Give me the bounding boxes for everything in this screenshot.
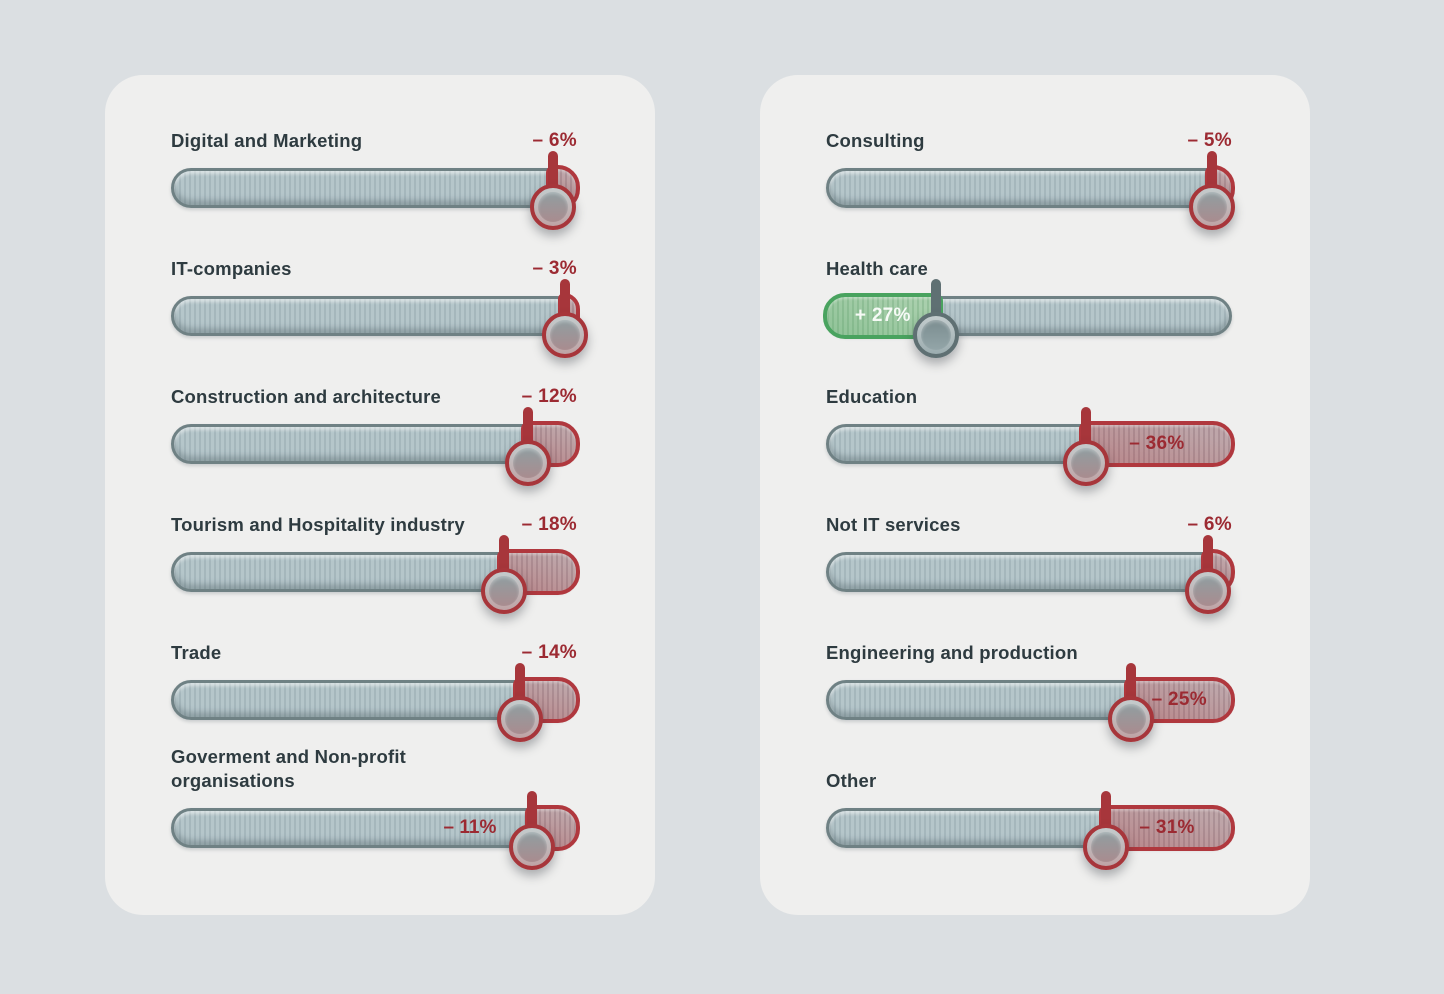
thumb-knob[interactable] [480,568,527,614]
slider [171,151,580,230]
panel-card-left: Digital and Marketing – 6% IT-companies … [105,75,655,915]
slider-row: Education – 36% [826,336,1235,486]
change-value-in-region: – 25% [1151,689,1207,710]
thumb-knob[interactable] [1062,440,1109,486]
thumb-knob[interactable] [1184,568,1231,614]
slider [171,279,588,358]
change-value-above: – 5% [1187,130,1232,151]
category-label: Not IT services [826,514,961,535]
row-header: Health care [826,257,1232,281]
thumb-stem-icon [1202,535,1213,592]
thumb-knob[interactable] [1107,696,1154,742]
thumb-stem-icon [515,663,526,720]
change-value-above: – 6% [1187,514,1232,535]
category-label: Trade [171,642,222,663]
change-value-above: – 6% [532,130,577,151]
thumb-knob[interactable] [541,312,588,358]
slider: + 27% [823,279,1232,358]
slider: – 31% [826,791,1235,870]
thumb-stem-icon [547,151,558,208]
slider-row: Trade – 14% [171,592,580,742]
category-label: Goverment and Non-profit organisations [171,746,407,791]
category-label: IT-companies [171,258,292,279]
category-label: Construction and architecture [171,386,441,407]
slider [826,151,1235,230]
change-value-in-track: – 11% [443,817,497,838]
slider-track[interactable] [171,296,577,336]
thumb-stem-icon [1080,407,1091,464]
category-label: Other [826,770,877,791]
thumb-stem-icon [523,407,534,464]
thumb-stem-icon [527,791,538,848]
slider-track[interactable] [171,168,577,208]
slider [171,663,580,742]
thumb-knob[interactable] [1083,824,1130,870]
category-label: Consulting [826,130,925,151]
row-header: Trade – 14% [171,641,577,665]
change-value-above: – 12% [521,386,577,407]
slider [171,535,580,614]
slider-row: Construction and architecture – 12% [171,336,580,486]
thumb-knob[interactable] [912,312,959,358]
slider [826,535,1235,614]
slider-row: Tourism and Hospitality industry – 18% [171,464,580,614]
slider-row: Consulting – 5% [826,80,1235,230]
slider: – 36% [826,407,1235,486]
thumb-knob[interactable] [505,440,552,486]
change-value-in-region: + 27% [854,305,911,326]
slider-track[interactable] [826,552,1232,592]
change-value-in-region: – 36% [1129,433,1185,454]
row-header: Not IT services – 6% [826,513,1232,537]
change-value-above: – 18% [521,514,577,535]
slider-row: Other – 31% [826,720,1235,870]
thumb-stem-icon [559,279,570,336]
thumb-knob[interactable] [1188,184,1235,230]
category-label: Engineering and production [826,642,1078,663]
panel-card-right: Consulting – 5% Health care + 27% [760,75,1310,915]
slider-row: IT-companies – 3% [171,208,588,358]
change-value-above: – 3% [532,258,577,279]
thumb-stem-icon [1206,151,1217,208]
slider-row: Engineering and production – 25% [826,592,1235,742]
row-header: IT-companies – 3% [171,257,577,281]
row-header: Engineering and production [826,641,1232,665]
thumb-knob[interactable] [497,696,544,742]
row-header: Consulting – 5% [826,129,1232,153]
slider-track[interactable] [826,168,1232,208]
change-value-above: – 14% [521,642,577,663]
row-header: Tourism and Hospitality industry – 18% [171,513,577,537]
thumb-knob[interactable] [509,824,556,870]
category-label: Tourism and Hospitality industry [171,514,465,535]
row-header: Education [826,385,1232,409]
row-header: Goverment and Non-profit organisations [171,745,577,793]
thumb-stem-icon [1125,663,1136,720]
slider-row: Not IT services – 6% [826,464,1235,614]
thumb-stem-icon [1101,791,1112,848]
slider-row: Goverment and Non-profit organisations –… [171,720,580,870]
row-header: Construction and architecture – 12% [171,385,577,409]
slider: – 25% [826,663,1235,742]
thumb-stem-icon [498,535,509,592]
thumb-stem-icon [930,279,941,336]
category-label: Digital and Marketing [171,130,363,151]
category-label: Education [826,386,918,407]
row-header: Other [826,769,1232,793]
row-header: Digital and Marketing – 6% [171,129,577,153]
thumb-knob[interactable] [529,184,576,230]
change-value-in-region: – 31% [1139,817,1195,838]
category-label: Health care [826,258,928,279]
slider [171,407,580,486]
slider: – 11% [171,791,580,870]
slider-row: Health care + 27% [823,208,1232,358]
slider-row: Digital and Marketing – 6% [171,80,580,230]
